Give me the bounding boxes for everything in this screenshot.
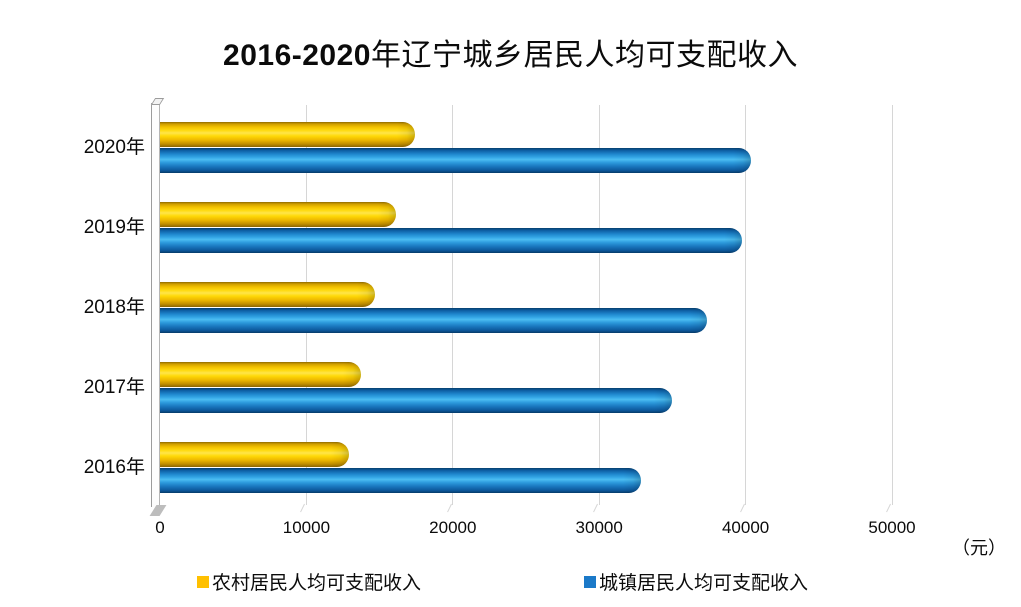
y-axis-label-2019年: 2019年: [83, 216, 145, 238]
bar-rural-2017年: [160, 361, 361, 387]
gridline-30000: [598, 105, 600, 505]
bar-urban-2016年: [160, 467, 641, 493]
gridline-50000: [891, 105, 893, 505]
bar-urban-2020年: [160, 147, 751, 173]
bar-rural-2019年: [160, 201, 396, 227]
bar-rural-2016年: [160, 441, 349, 467]
legend-swatch-urban: [584, 575, 596, 588]
gridline-foot-20000: [446, 503, 452, 513]
x-axis-tick-50000: 50000: [868, 518, 916, 537]
legend-item-rural: 农村居民人均可支配收入: [197, 568, 421, 595]
y-axis-label-2020年: 2020年: [83, 136, 145, 158]
plot-area: [160, 105, 893, 513]
x-axis-tick-40000: 40000: [721, 518, 770, 537]
legend-swatch-rural: [197, 575, 209, 588]
y-axis-label-2018年: 2018年: [83, 296, 145, 318]
y-axis-label-2016年: 2016年: [83, 456, 145, 478]
x-axis-tick-0: 0: [155, 518, 165, 537]
chart-title: 2016-2020年辽宁城乡居民人均可支配收入: [223, 39, 798, 72]
gridline-20000: [452, 105, 454, 505]
x-axis-tick-30000: 30000: [575, 518, 623, 537]
bar-urban-2019年: [160, 227, 742, 253]
gridline-40000: [745, 105, 747, 505]
axis-wall-3d: [151, 103, 160, 507]
axis-wall-top-cap: [150, 98, 165, 105]
bar-urban-2018年: [160, 307, 707, 333]
x-axis-tick-10000: 10000: [282, 518, 331, 537]
legend-label-urban: 城镇居民人均可支配收入: [599, 573, 809, 594]
gridline-foot-40000: [739, 503, 745, 513]
x-axis-tick-20000: 20000: [429, 518, 477, 537]
bar-rural-2018年: [160, 281, 375, 307]
bar-rural-2020年: [160, 121, 415, 147]
y-axis-label-2017年: 2017年: [83, 376, 145, 398]
bar-urban-2017年: [160, 387, 672, 413]
gridline-foot-10000: [300, 503, 306, 513]
axis-unit-label: （元）: [952, 538, 1006, 558]
gridline-foot-30000: [593, 503, 599, 513]
gridline-foot-50000: [886, 503, 891, 513]
legend-label-rural: 农村居民人均可支配收入: [212, 573, 422, 594]
legend-item-urban: 城镇居民人均可支配收入: [584, 568, 808, 595]
